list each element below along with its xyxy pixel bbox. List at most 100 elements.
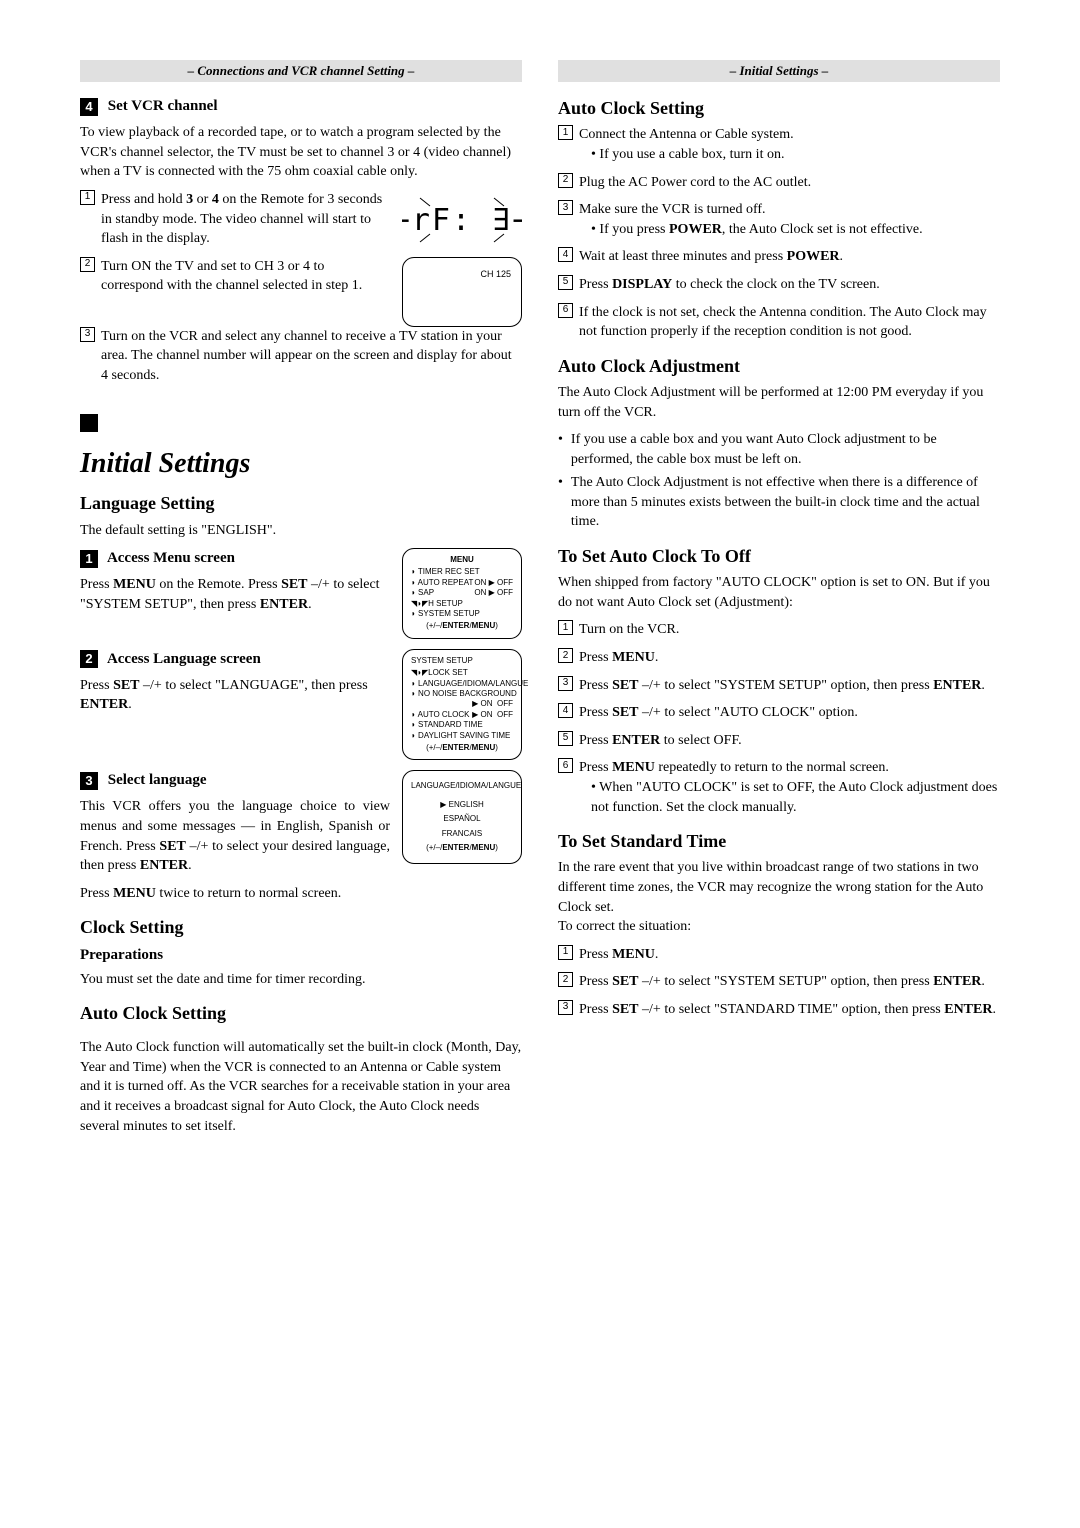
ol-num: 5 — [558, 731, 573, 746]
step4-item-2: 2 Turn ON the TV and set to CH 3 or 4 to… — [80, 257, 390, 296]
menu-row: ◥◗◤H SETUP — [411, 599, 513, 609]
list-item: 2Plug the AC Power cord to the AC outlet… — [558, 173, 1000, 193]
lang-step3-num: 3 — [80, 772, 98, 790]
lang-step1-title: 1 Access Menu screen — [80, 548, 390, 569]
step4-item-1-text: Press and hold 3 or 4 on the Remote for … — [101, 190, 390, 249]
right-column: – Initial Settings – Auto Clock Setting … — [558, 60, 1000, 1144]
menu-row: ◥◗◤LOCK SET — [411, 668, 513, 678]
auto-off-heading: To Set Auto Clock To Off — [558, 544, 1000, 569]
ol-num: 3 — [558, 200, 573, 215]
language-heading: Language Setting — [80, 491, 522, 516]
ol-num: 1 — [558, 125, 573, 140]
bullet-item: The Auto Clock Adjustment is not effecti… — [558, 473, 1000, 532]
menu-row: ◗ NO NOISE BACKGROUND — [411, 689, 513, 699]
section-header-right: – Initial Settings – — [558, 60, 1000, 82]
menu-row: ▶ ON OFF — [411, 699, 513, 709]
prep-heading: Preparations — [80, 945, 522, 966]
list-item: 4Press SET –/+ to select "AUTO CLOCK" op… — [558, 703, 1000, 723]
sub-note: • When "AUTO CLOCK" is set to OFF, the A… — [591, 778, 1000, 817]
list-item: 1Turn on the VCR. — [558, 620, 1000, 640]
ol-num-1: 1 — [80, 190, 95, 205]
ol-num: 5 — [558, 275, 573, 290]
ch-display: CH 125 — [402, 257, 522, 327]
step4-num: 4 — [80, 98, 98, 116]
ol-num: 4 — [558, 247, 573, 262]
auto-clock-body-left: The Auto Clock function will automatical… — [80, 1038, 522, 1136]
ol-num: 6 — [558, 303, 573, 318]
ch-label: CH 125 — [480, 268, 511, 281]
step4-title-text: Set VCR channel — [108, 98, 218, 114]
menu2-box: SYSTEM SETUP ◥◗◤LOCK SET◗ LANGUAGE/IDIOM… — [402, 649, 522, 761]
menu-row: ◗ AUTO CLOCK▶ ON OFF — [411, 710, 513, 720]
lang-option: ESPAÑOL — [411, 812, 513, 826]
lang-step3-row: 3 Select language This VCR offers you th… — [80, 770, 522, 883]
menu1-box: MENU ◗ TIMER REC SET◗ AUTO REPEATON ▶ OF… — [402, 548, 522, 639]
ol-num: 2 — [558, 173, 573, 188]
lang-step1-row: 1 Access Menu screen Press MENU on the R… — [80, 548, 522, 639]
ol-num: 1 — [558, 945, 573, 960]
list-item: 6Press MENU repeatedly to return to the … — [558, 758, 1000, 817]
auto-off-intro: When shipped from factory "AUTO CLOCK" o… — [558, 573, 1000, 612]
menu-row: ◗ AUTO REPEATON ▶ OFF — [411, 578, 513, 588]
lang-option: FRANCAIS — [411, 827, 513, 841]
list-item: 2Press MENU. — [558, 648, 1000, 668]
lang-step3-tail: Press MENU twice to return to normal scr… — [80, 884, 522, 904]
step4-row2: 2 Turn ON the TV and set to CH 3 or 4 to… — [80, 257, 522, 327]
list-item: 5Press DISPLAY to check the clock on the… — [558, 275, 1000, 295]
std-time-heading: To Set Standard Time — [558, 829, 1000, 854]
seven-seg-display: −rF: ∃− — [402, 190, 522, 250]
list-item: 4Wait at least three minutes and press P… — [558, 247, 1000, 267]
ol-num: 3 — [558, 1000, 573, 1015]
initial-settings-title: Initial Settings — [80, 444, 522, 483]
list-item: 1Connect the Antenna or Cable system.• I… — [558, 125, 1000, 164]
list-item: 5Press ENTER to select OFF. — [558, 731, 1000, 751]
lang-option: ▶ ENGLISH — [411, 798, 513, 812]
list-item: 6If the clock is not set, check the Ante… — [558, 303, 1000, 342]
svg-text:−rF: ∃−: −rF: ∃− — [402, 203, 522, 238]
ol-num: 6 — [558, 758, 573, 773]
step4-item-1: 1 Press and hold 3 or 4 on the Remote fo… — [80, 190, 390, 249]
left-column: – Connections and VCR channel Setting – … — [80, 60, 522, 1144]
step4-item-3: 3 Turn on the VCR and select any channel… — [80, 327, 522, 386]
lang-step2-row: 2 Access Language screen Press SET –/+ t… — [80, 649, 522, 761]
bullet-item: If you use a cable box and you want Auto… — [558, 430, 1000, 469]
menu3-box: LANGUAGE/IDIOMA/LANGUE ▶ ENGLISHESPAÑOLF… — [402, 770, 522, 864]
ol-num: 2 — [558, 648, 573, 663]
divider-square — [80, 414, 98, 432]
list-item: 2Press SET –/+ to select "SYSTEM SETUP" … — [558, 972, 1000, 992]
ol-num: 1 — [558, 620, 573, 635]
lang-step3-body: This VCR offers you the language choice … — [80, 797, 390, 875]
language-default: The default setting is "ENGLISH". — [80, 521, 522, 541]
menu-row: ◗ LANGUAGE/IDIOMA/LANGUE — [411, 679, 513, 689]
step4-title: 4 Set VCR channel — [80, 96, 522, 117]
lang-step2-title: 2 Access Language screen — [80, 649, 390, 670]
prep-body: You must set the date and time for timer… — [80, 970, 522, 990]
step4-intro: To view playback of a recorded tape, or … — [80, 123, 522, 182]
menu-row: ◗ SAPON ▶ OFF — [411, 588, 513, 598]
ol-num-2: 2 — [80, 257, 95, 272]
ol-num: 2 — [558, 972, 573, 987]
lang-step2-body: Press SET –/+ to select "LANGUAGE", then… — [80, 676, 390, 715]
auto-set-heading: Auto Clock Setting — [558, 96, 1000, 121]
auto-adj-body: The Auto Clock Adjustment will be perfor… — [558, 383, 1000, 422]
lang-step3-title: 3 Select language — [80, 770, 390, 791]
std-time-intro: In the rare event that you live within b… — [558, 858, 1000, 936]
list-item: 3Press SET –/+ to select "STANDARD TIME"… — [558, 1000, 1000, 1020]
step4-item-2-text: Turn ON the TV and set to CH 3 or 4 to c… — [101, 257, 390, 296]
menu-row: ◗ DAYLIGHT SAVING TIME — [411, 731, 513, 741]
list-item: 3Make sure the VCR is turned off.• If yo… — [558, 200, 1000, 239]
lang-step1-num: 1 — [80, 550, 98, 568]
page: – Connections and VCR channel Setting – … — [80, 60, 1000, 1144]
ol-num: 4 — [558, 703, 573, 718]
list-item: 1Press MENU. — [558, 945, 1000, 965]
auto-clock-heading-left: Auto Clock Setting — [80, 1001, 522, 1026]
section-header-left: – Connections and VCR channel Setting – — [80, 60, 522, 82]
auto-adj-heading: Auto Clock Adjustment — [558, 354, 1000, 379]
clock-heading: Clock Setting — [80, 915, 522, 940]
step4-row1: 1 Press and hold 3 or 4 on the Remote fo… — [80, 190, 522, 257]
lang-step1-body: Press MENU on the Remote. Press SET –/+ … — [80, 575, 390, 614]
menu-row: ◗ STANDARD TIME — [411, 720, 513, 730]
sub-note: • If you use a cable box, turn it on. — [591, 145, 1000, 165]
list-item: 3Press SET –/+ to select "SYSTEM SETUP" … — [558, 676, 1000, 696]
lang-step2-num: 2 — [80, 650, 98, 668]
